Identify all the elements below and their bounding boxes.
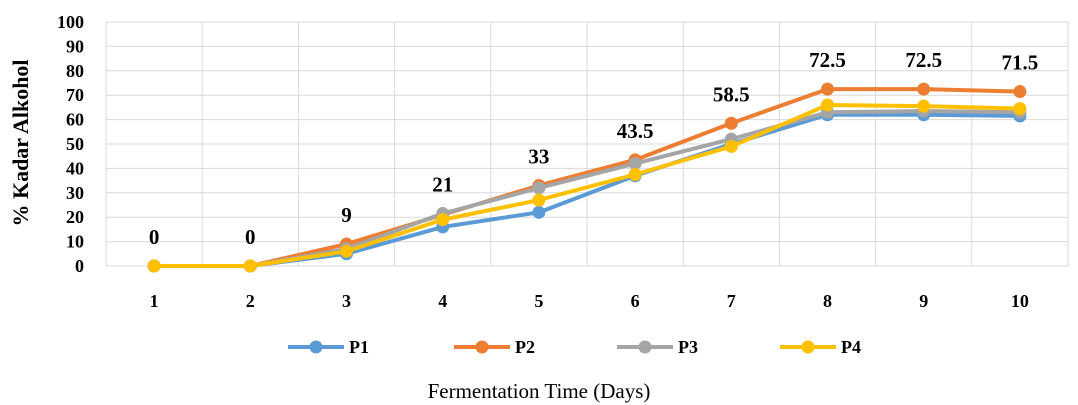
x-axis-ticks: 1 2 3 4 5 6 7 8 9 10	[150, 291, 1029, 311]
y-tick-label: 90	[66, 36, 84, 56]
data-point	[917, 82, 931, 96]
y-tick-label: 80	[66, 61, 84, 81]
series	[147, 82, 1027, 273]
data-labels: 0 0 9 21 33 43.5 58.5 72.5 72.5 71.5	[149, 48, 1038, 249]
y-tick-label: 70	[66, 85, 84, 105]
data-label: 72.5	[905, 48, 942, 72]
data-point	[147, 259, 161, 273]
data-label: 58.5	[713, 82, 750, 106]
y-axis-ticks: 0 10 20 30 40 50 60 70 80 90 100	[57, 12, 84, 276]
data-point	[532, 181, 546, 195]
legend-item-p2: P2	[454, 337, 535, 357]
y-tick-label: 60	[66, 110, 84, 130]
data-point	[821, 82, 834, 96]
legend-item-p4: P4	[780, 337, 861, 357]
data-point	[243, 259, 257, 273]
data-label: 21	[432, 173, 453, 197]
data-point	[724, 139, 738, 153]
x-tick-label: 7	[727, 291, 736, 311]
legend: P1 P2 P3 P4	[288, 337, 861, 357]
x-tick-label: 3	[342, 291, 351, 311]
y-axis-title: % Kadar Alkohol	[8, 59, 33, 226]
x-tick-label: 8	[823, 291, 832, 311]
data-point	[1013, 85, 1027, 99]
y-tick-label: 50	[66, 134, 84, 154]
legend-label: P3	[678, 337, 698, 357]
data-label: 71.5	[1002, 51, 1039, 75]
data-point	[340, 244, 353, 258]
data-point	[436, 213, 450, 227]
data-point	[532, 193, 546, 207]
x-tick-label: 2	[246, 291, 255, 311]
data-point	[628, 157, 642, 171]
x-tick-label: 6	[631, 291, 640, 311]
grid	[105, 21, 1069, 267]
legend-marker	[801, 340, 815, 354]
x-tick-label: 5	[534, 291, 543, 311]
legend-marker	[309, 340, 323, 354]
y-tick-label: 40	[66, 158, 84, 178]
data-label: 9	[341, 203, 352, 227]
data-point	[821, 98, 834, 112]
y-tick-label: 100	[57, 12, 84, 32]
x-axis-title: Fermentation Time (Days)	[428, 379, 651, 403]
x-tick-label: 9	[919, 291, 928, 311]
legend-label: P2	[515, 337, 535, 357]
series-p4	[147, 98, 1027, 273]
data-label: 0	[149, 225, 160, 249]
data-label: 43.5	[617, 119, 654, 143]
legend-label: P1	[349, 337, 369, 357]
legend-item-p3: P3	[617, 337, 698, 357]
y-tick-label: 0	[75, 256, 84, 276]
data-point	[917, 99, 931, 113]
series-line	[154, 87, 1020, 268]
x-tick-label: 4	[438, 291, 447, 311]
legend-label: P4	[841, 337, 861, 357]
y-tick-label: 10	[66, 232, 84, 252]
y-tick-label: 20	[66, 207, 84, 227]
data-point	[724, 116, 738, 130]
series-line	[154, 102, 1020, 268]
legend-item-p1: P1	[288, 337, 369, 357]
legend-marker	[638, 340, 652, 354]
data-point	[1013, 102, 1027, 116]
data-label: 0	[245, 225, 256, 249]
x-tick-label: 1	[150, 291, 159, 311]
x-tick-label: 10	[1011, 291, 1029, 311]
data-label: 72.5	[809, 48, 846, 72]
data-point	[532, 205, 546, 219]
legend-marker	[475, 340, 489, 354]
data-point	[628, 168, 642, 181]
data-label: 33	[528, 144, 549, 168]
y-tick-label: 30	[66, 183, 84, 203]
